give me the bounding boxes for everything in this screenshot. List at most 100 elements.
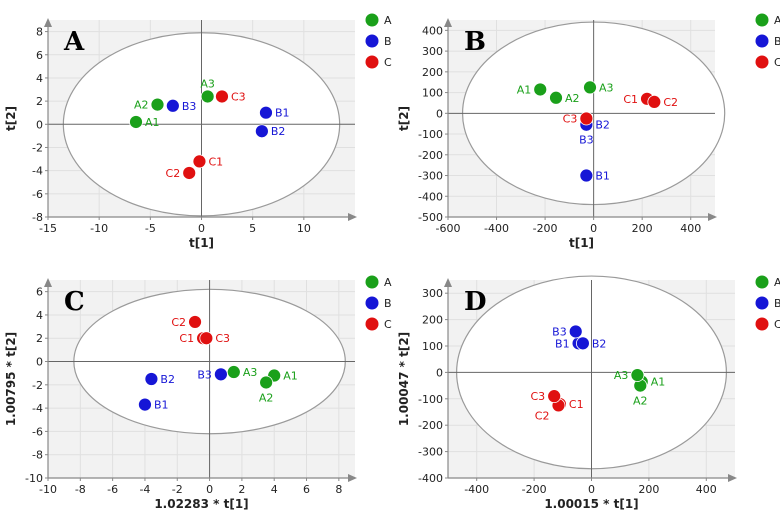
x-tick-label: 0 <box>590 222 597 235</box>
legend-marker-A <box>755 275 769 289</box>
point-label-C1: C1 <box>208 155 223 168</box>
y-tick-label: -300 <box>418 446 443 459</box>
x-tick-label: -2 <box>172 483 183 496</box>
y-tick-label: -100 <box>418 393 443 406</box>
x-tick-label: 400 <box>680 222 701 235</box>
y-axis-label: 1.00047 * t[2] <box>397 332 411 426</box>
legend-label-C: C <box>774 56 780 69</box>
x-axis-arrow <box>348 474 357 482</box>
y-tick-label: -8 <box>32 449 43 462</box>
legend-marker-B <box>365 296 379 310</box>
y-axis-arrow <box>444 278 452 287</box>
point-B1 <box>138 397 152 412</box>
point-label-A1: A1 <box>651 376 666 389</box>
x-axis-label: 1.02283 * t[1] <box>154 497 248 511</box>
y-tick-label: -100 <box>418 128 443 141</box>
point-label-C2: C2 <box>166 167 181 180</box>
point-label-B3: B3 <box>182 100 197 113</box>
point-label-A1: A1 <box>517 83 532 96</box>
legend-marker-A <box>365 13 379 27</box>
point-C1 <box>192 154 207 169</box>
y-tick-label: -2 <box>32 141 43 154</box>
legend-label-B: B <box>774 35 780 48</box>
y-axis-arrow <box>44 278 52 287</box>
x-tick-label: 10 <box>297 222 311 235</box>
x-tick-label: -4 <box>139 483 150 496</box>
panel-letter: A <box>63 27 85 57</box>
y-tick-label: -6 <box>32 425 43 438</box>
panel-C: -10 -8 -6 -4 -2 0 2 4 6 8 -10 -8 -6 -4 -2 0 2 4 6 1.02283 *… <box>4 275 392 511</box>
point-C3 <box>215 89 229 104</box>
x-tick-label: 200 <box>638 483 659 496</box>
y-axis-label: t[2] <box>4 106 18 131</box>
point-label-B2: B2 <box>271 125 286 138</box>
y-tick-label: 200 <box>422 66 443 79</box>
x-axis-label: t[1] <box>569 236 594 250</box>
point-B3 <box>568 324 583 339</box>
x-axis-arrow <box>348 213 357 221</box>
point-label-B2: B2 <box>595 119 610 132</box>
legend-label-A: A <box>774 14 780 27</box>
point-label-A1: A1 <box>283 370 298 383</box>
legend-label-C: C <box>774 318 780 331</box>
x-tick-label: 5 <box>249 222 256 235</box>
legend-marker-A <box>755 13 769 27</box>
x-tick-label: -400 <box>464 483 489 496</box>
point-label-C3: C3 <box>531 390 546 403</box>
x-axis-arrow <box>708 213 717 221</box>
point-A1 <box>533 82 548 97</box>
point-label-A2: A2 <box>134 99 149 112</box>
y-axis-label: 1.00795 * t[2] <box>4 332 18 426</box>
point-label-C2: C2 <box>663 96 678 109</box>
point-A3 <box>583 80 597 95</box>
y-tick-label: 4 <box>36 72 43 85</box>
point-A2 <box>549 90 563 105</box>
y-tick-label: -200 <box>418 419 443 432</box>
point-label-C1: C1 <box>179 332 194 345</box>
point-B2 <box>575 336 590 351</box>
legend-marker-A <box>365 275 379 289</box>
x-tick-label: -400 <box>484 222 509 235</box>
point-label-C2: C2 <box>535 409 550 422</box>
panel-letter: B <box>464 27 486 57</box>
y-tick-label: -6 <box>32 188 43 201</box>
legend-label-A: A <box>384 14 392 27</box>
legend-marker-C <box>755 55 769 69</box>
y-tick-label: 6 <box>36 286 43 299</box>
point-label-B3: B3 <box>552 325 567 338</box>
legend-label-C: C <box>384 56 392 69</box>
panel-letter: C <box>64 287 85 317</box>
x-tick-label: 0 <box>198 222 205 235</box>
x-tick-label: -5 <box>145 222 156 235</box>
x-tick-label: -200 <box>533 222 558 235</box>
x-tick-label: 400 <box>696 483 717 496</box>
y-axis-arrow <box>44 18 52 27</box>
x-tick-label: -15 <box>39 222 57 235</box>
y-tick-label: 400 <box>422 24 443 37</box>
point-C2 <box>188 315 202 329</box>
point-label-B3: B3 <box>579 134 594 147</box>
y-tick-label: -200 <box>418 149 443 162</box>
legend-label-B: B <box>384 35 392 48</box>
point-A2 <box>150 97 165 112</box>
y-tick-label: 0 <box>436 107 443 120</box>
point-label-A3: A3 <box>243 366 258 379</box>
y-tick-label: 2 <box>36 95 43 108</box>
y-tick-label: -10 <box>25 472 43 485</box>
y-tick-label: 200 <box>422 314 443 327</box>
x-axis-label: 1.00015 * t[1] <box>544 497 638 511</box>
point-B2 <box>254 124 269 139</box>
legend-marker-B <box>755 296 769 310</box>
y-tick-label: 4 <box>36 309 43 322</box>
x-axis-label: t[1] <box>189 236 214 250</box>
point-C3 <box>547 389 562 404</box>
point-label-A3: A3 <box>599 81 614 94</box>
point-C3 <box>199 331 214 346</box>
legend-label-B: B <box>774 297 780 310</box>
y-tick-label: -2 <box>32 379 43 392</box>
point-label-A2: A2 <box>565 92 580 105</box>
panel-letter: D <box>464 287 487 317</box>
y-axis-arrow <box>444 18 452 27</box>
legend-marker-C <box>755 317 769 331</box>
